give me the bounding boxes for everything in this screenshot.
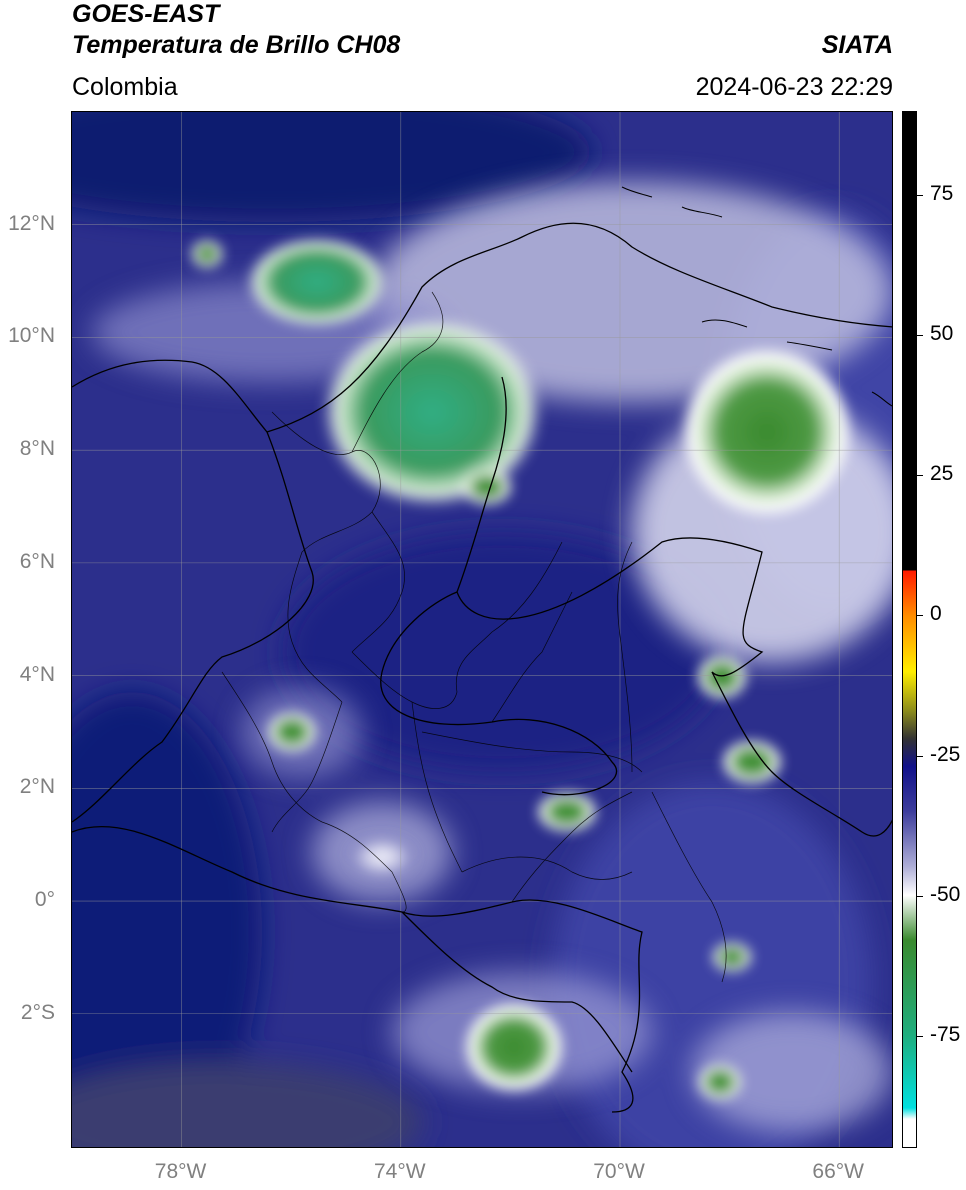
colorbar-tick bbox=[917, 895, 923, 897]
colorbar-tick bbox=[917, 1035, 923, 1037]
colorbar bbox=[902, 111, 917, 1148]
colorbar-tick bbox=[917, 755, 923, 757]
lat-tick-label: 2°N bbox=[19, 775, 55, 799]
lon-tick-label: 70°W bbox=[593, 1160, 645, 1183]
satellite-map bbox=[71, 111, 893, 1148]
lat-tick-label: 4°N bbox=[19, 662, 55, 686]
colorbar-tick bbox=[917, 335, 923, 337]
lon-tick-label: 74°W bbox=[374, 1160, 426, 1183]
colorbar-tick-label: 50 bbox=[930, 322, 954, 346]
department-borders bbox=[221, 291, 727, 983]
colorbar-tick-label: -25 bbox=[930, 742, 961, 766]
region-name: Colombia bbox=[72, 73, 178, 101]
lat-tick-label: 0° bbox=[34, 888, 55, 912]
lat-tick-label: 8°N bbox=[19, 437, 55, 461]
timestamp: 2024-06-23 22:29 bbox=[695, 73, 893, 101]
satellite-name: GOES-EAST bbox=[72, 0, 220, 28]
convective-cell-caribbean-east bbox=[682, 347, 852, 517]
colorbar-tick bbox=[917, 195, 923, 197]
country-borders bbox=[72, 222, 892, 1113]
convective-cell-sierra-nevada bbox=[322, 317, 542, 507]
colorbar-tick-label: -75 bbox=[930, 1022, 961, 1046]
lat-tick-label: 2°S bbox=[20, 1000, 55, 1024]
colorbar-tick bbox=[917, 475, 923, 477]
lon-tick-label: 66°W bbox=[812, 1160, 864, 1183]
convective-cell-amazon-south bbox=[464, 1002, 564, 1092]
colorbar-tick bbox=[917, 615, 923, 617]
convective-cells bbox=[191, 237, 852, 1100]
colorbar-tick-label: 25 bbox=[930, 462, 954, 486]
coastline-islands bbox=[621, 186, 892, 407]
colorbar-tick-label: 75 bbox=[930, 182, 954, 206]
colorbar-tick-label: 0 bbox=[930, 602, 942, 626]
product-title: Temperatura de Brillo CH08 bbox=[72, 31, 401, 59]
map-canvas bbox=[72, 112, 892, 1147]
lat-tick-label: 10°N bbox=[8, 324, 55, 348]
lon-tick-label: 78°W bbox=[154, 1160, 207, 1183]
lat-tick-label: 6°N bbox=[19, 549, 55, 573]
organization-name: SIATA bbox=[821, 31, 893, 59]
colorbar-tick-label: -50 bbox=[930, 882, 961, 906]
lat-tick-label: 12°N bbox=[8, 211, 55, 235]
latlon-grid bbox=[72, 112, 892, 1147]
